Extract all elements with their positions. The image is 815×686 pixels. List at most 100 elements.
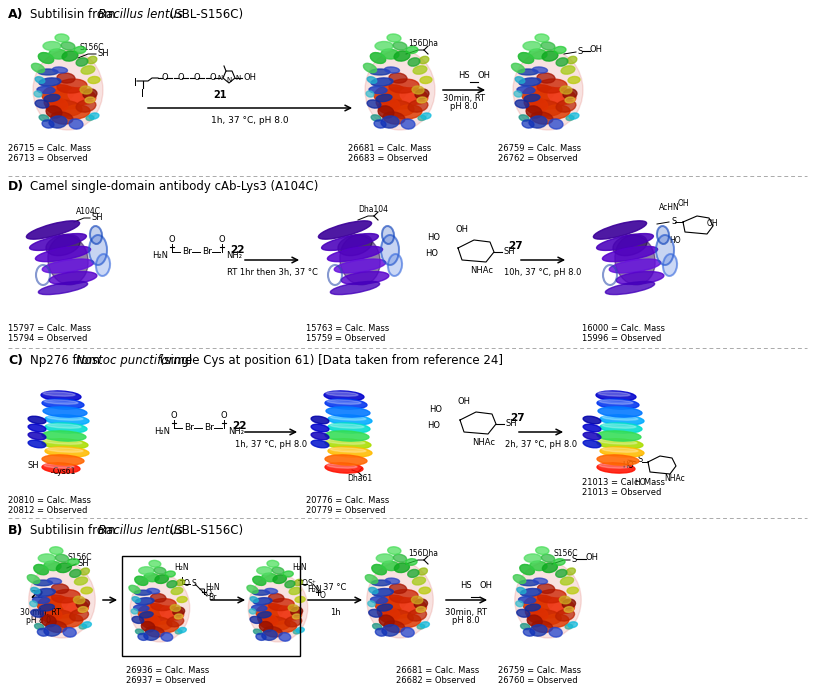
Text: Cys61: Cys61: [53, 467, 77, 477]
Ellipse shape: [599, 400, 633, 404]
Ellipse shape: [311, 424, 329, 431]
Ellipse shape: [319, 221, 372, 239]
Ellipse shape: [76, 58, 88, 66]
Ellipse shape: [388, 254, 402, 276]
Text: 21013 = Observed: 21013 = Observed: [582, 488, 662, 497]
Ellipse shape: [144, 630, 159, 640]
Text: NHAc: NHAc: [473, 438, 496, 447]
Ellipse shape: [542, 51, 558, 61]
Text: HO: HO: [623, 462, 634, 471]
Text: 156Dha: 156Dha: [408, 549, 438, 558]
Ellipse shape: [538, 589, 566, 603]
Ellipse shape: [381, 116, 399, 128]
Ellipse shape: [562, 599, 575, 608]
Ellipse shape: [565, 97, 575, 103]
Ellipse shape: [35, 77, 45, 83]
Ellipse shape: [408, 58, 420, 66]
Ellipse shape: [62, 105, 90, 119]
Text: Br: Br: [184, 423, 194, 432]
Ellipse shape: [258, 612, 271, 618]
Ellipse shape: [149, 560, 161, 567]
Ellipse shape: [78, 606, 88, 613]
Ellipse shape: [134, 605, 149, 611]
Text: N: N: [227, 77, 231, 83]
Ellipse shape: [311, 440, 329, 448]
Ellipse shape: [250, 617, 262, 624]
Ellipse shape: [33, 597, 50, 604]
Ellipse shape: [90, 226, 102, 244]
Text: SH: SH: [505, 418, 517, 427]
Ellipse shape: [37, 86, 55, 93]
Ellipse shape: [377, 606, 400, 620]
Ellipse shape: [44, 431, 80, 436]
Text: S: S: [571, 554, 576, 563]
Text: S⁺: S⁺: [308, 580, 317, 589]
Ellipse shape: [296, 628, 304, 632]
Ellipse shape: [529, 49, 547, 59]
Ellipse shape: [529, 116, 547, 128]
Ellipse shape: [597, 439, 643, 449]
Text: OH: OH: [478, 71, 491, 80]
Text: 26937 = Observed: 26937 = Observed: [126, 676, 205, 685]
Ellipse shape: [44, 97, 68, 111]
Ellipse shape: [44, 625, 61, 636]
Ellipse shape: [408, 609, 426, 621]
Ellipse shape: [535, 547, 549, 554]
Ellipse shape: [262, 573, 277, 582]
Ellipse shape: [79, 624, 86, 629]
Ellipse shape: [132, 617, 143, 624]
Text: Nostoc punctiforme: Nostoc punctiforme: [76, 354, 192, 367]
Text: OH: OH: [457, 397, 470, 406]
Ellipse shape: [541, 554, 554, 562]
Ellipse shape: [583, 432, 601, 440]
Ellipse shape: [33, 50, 103, 130]
Text: H₂N: H₂N: [205, 583, 219, 592]
Ellipse shape: [406, 47, 418, 54]
Ellipse shape: [542, 563, 557, 573]
Ellipse shape: [374, 85, 406, 103]
Text: HO: HO: [425, 250, 438, 259]
Ellipse shape: [419, 56, 429, 64]
Ellipse shape: [42, 615, 56, 627]
Ellipse shape: [70, 569, 81, 578]
Ellipse shape: [139, 567, 154, 574]
Ellipse shape: [565, 624, 573, 629]
Ellipse shape: [38, 69, 58, 75]
Ellipse shape: [167, 616, 183, 627]
Ellipse shape: [69, 119, 83, 129]
Ellipse shape: [597, 455, 639, 465]
Ellipse shape: [330, 448, 366, 452]
Ellipse shape: [421, 113, 431, 119]
Ellipse shape: [598, 392, 630, 397]
Ellipse shape: [616, 272, 664, 285]
Text: 26715 = Calc. Mass: 26715 = Calc. Mass: [8, 144, 91, 153]
Ellipse shape: [328, 246, 382, 261]
Ellipse shape: [132, 597, 140, 602]
Ellipse shape: [415, 89, 429, 99]
Text: pH 8.0: pH 8.0: [450, 102, 478, 111]
Ellipse shape: [389, 73, 407, 83]
Ellipse shape: [401, 119, 415, 129]
Ellipse shape: [379, 609, 413, 625]
Ellipse shape: [41, 609, 75, 625]
Ellipse shape: [338, 235, 372, 256]
Ellipse shape: [567, 587, 579, 594]
Text: O: O: [162, 73, 169, 82]
Ellipse shape: [26, 221, 80, 239]
Ellipse shape: [406, 558, 417, 565]
Ellipse shape: [533, 578, 548, 584]
Ellipse shape: [413, 66, 427, 74]
Ellipse shape: [553, 558, 565, 565]
Ellipse shape: [325, 455, 367, 465]
Ellipse shape: [88, 76, 100, 84]
Ellipse shape: [89, 113, 99, 119]
Text: 15797 = Calc. Mass: 15797 = Calc. Mass: [8, 324, 91, 333]
Ellipse shape: [412, 596, 423, 604]
Ellipse shape: [249, 574, 308, 642]
Ellipse shape: [376, 95, 392, 102]
Ellipse shape: [269, 599, 294, 611]
Ellipse shape: [293, 630, 300, 634]
Ellipse shape: [657, 226, 669, 244]
Ellipse shape: [613, 235, 647, 256]
Ellipse shape: [598, 407, 642, 417]
